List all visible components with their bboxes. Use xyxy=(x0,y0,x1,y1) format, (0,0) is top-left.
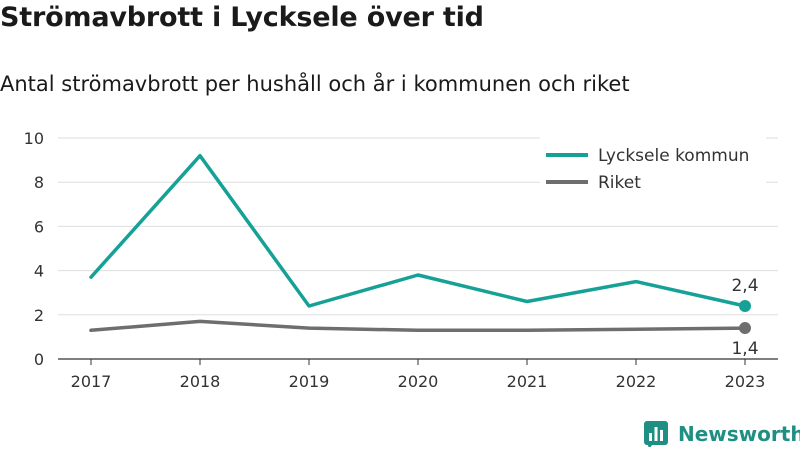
y-tick-label: 6 xyxy=(34,217,44,236)
legend: Lycksele kommun Riket xyxy=(540,134,766,196)
x-tick-label: 2023 xyxy=(725,372,766,391)
x-tick-label: 2022 xyxy=(616,372,657,391)
brand-name: Newsworthy xyxy=(678,422,800,446)
data-series xyxy=(89,153,751,335)
legend-label: Riket xyxy=(598,173,641,193)
y-axis-ticks: 0 2 4 6 8 10 xyxy=(24,129,44,369)
newsworthy-brand: Newsworthy xyxy=(644,421,800,447)
end-value-label: 2,4 xyxy=(731,276,758,296)
x-tick-label: 2019 xyxy=(289,372,330,391)
x-tick-label: 2020 xyxy=(398,372,439,391)
y-tick-label: 0 xyxy=(34,350,44,369)
legend-label: Lycksele kommun xyxy=(598,146,749,166)
y-tick-label: 2 xyxy=(34,306,44,325)
series-line-lycksele-kommun xyxy=(89,153,747,308)
x-tick-label: 2017 xyxy=(71,372,112,391)
series-endpoint-lycksele-kommun xyxy=(739,299,751,312)
series-endpoint-riket xyxy=(739,322,751,335)
y-tick-label: 8 xyxy=(34,173,44,192)
x-tick-label: 2021 xyxy=(507,372,548,391)
x-tick-label: 2018 xyxy=(180,372,221,391)
chart-title: Strömavbrott i Lycksele över tid xyxy=(0,2,484,33)
end-value-label: 1,4 xyxy=(731,339,758,359)
legend-background xyxy=(540,134,766,196)
chart-subtitle: Antal strömavbrott per hushåll och år i … xyxy=(0,72,630,96)
y-tick-label: 10 xyxy=(24,129,44,148)
y-tick-label: 4 xyxy=(34,262,44,281)
series-line-riket xyxy=(89,319,747,333)
bar-chart-logo-icon xyxy=(644,421,668,447)
x-axis-ticks: 2017 2018 2019 2020 2021 2022 2023 xyxy=(71,359,766,391)
data-labels: 2,4 1,4 xyxy=(731,276,758,359)
